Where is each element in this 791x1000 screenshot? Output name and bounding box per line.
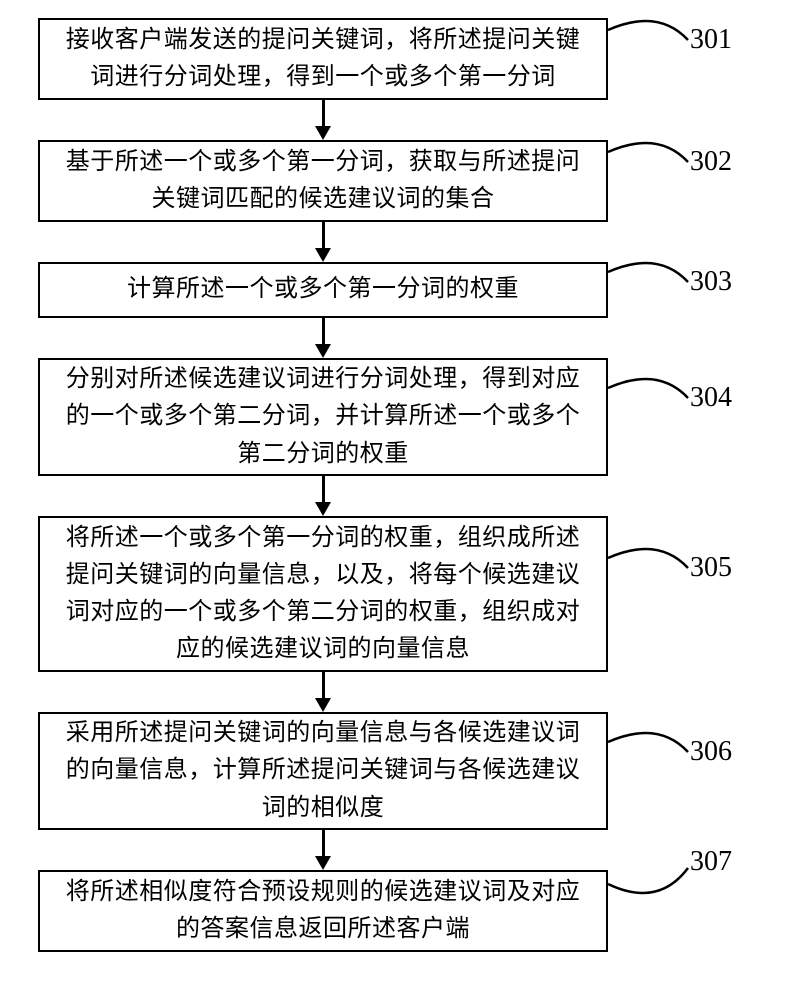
step-304-label: 304 <box>690 382 732 414</box>
step-302-box: 基于所述一个或多个第一分词，获取与所述提问关键词匹配的候选建议词的集合 <box>38 140 608 222</box>
step-304-text: 分别对所述候选建议词进行分词处理，得到对应的一个或多个第二分词，并计算所述一个或… <box>58 361 588 473</box>
step-302-text: 基于所述一个或多个第一分词，获取与所述提问关键词匹配的候选建议词的集合 <box>58 144 588 218</box>
step-301-text: 接收客户端发送的提问关键词，将所述提问关键词进行分词处理，得到一个或多个第一分词 <box>58 22 588 96</box>
step-306-label: 306 <box>690 736 732 768</box>
step-303-text: 计算所述一个或多个第一分词的权重 <box>58 271 588 308</box>
step-302-label: 302 <box>690 146 732 178</box>
arrow-2-3-head <box>315 248 331 262</box>
arrow-3-4-line <box>322 318 325 344</box>
step-303-box: 计算所述一个或多个第一分词的权重 <box>38 262 608 318</box>
step-307-box: 将所述相似度符合预设规则的候选建议词及对应的答案信息返回所述客户端 <box>38 870 608 952</box>
step-305-label: 305 <box>690 552 732 584</box>
step-307-text: 将所述相似度符合预设规则的候选建议词及对应的答案信息返回所述客户端 <box>58 874 588 948</box>
step-306-text: 采用所述提问关键词的向量信息与各候选建议词的向量信息，计算所述提问关键词与各候选… <box>58 715 588 827</box>
arrow-1-2-head <box>315 126 331 140</box>
arrow-6-7-line <box>322 830 325 856</box>
flowchart-canvas: 接收客户端发送的提问关键词，将所述提问关键词进行分词处理，得到一个或多个第一分词… <box>0 0 791 1000</box>
step-303-label: 303 <box>690 266 732 298</box>
arrow-2-3-line <box>322 222 325 248</box>
step-307-label: 307 <box>690 846 732 878</box>
step-305-text: 将所述一个或多个第一分词的权重，组织成所述提问关键词的向量信息，以及，将每个候选… <box>58 520 588 669</box>
step-304-box: 分别对所述候选建议词进行分词处理，得到对应的一个或多个第二分词，并计算所述一个或… <box>38 358 608 476</box>
arrow-5-6-head <box>315 698 331 712</box>
step-305-box: 将所述一个或多个第一分词的权重，组织成所述提问关键词的向量信息，以及，将每个候选… <box>38 516 608 672</box>
arrow-4-5-line <box>322 476 325 502</box>
arrow-3-4-head <box>315 344 331 358</box>
arrow-4-5-head <box>315 502 331 516</box>
arrow-5-6-line <box>322 672 325 698</box>
arrow-6-7-head <box>315 856 331 870</box>
step-301-label: 301 <box>690 24 732 56</box>
step-301-box: 接收客户端发送的提问关键词，将所述提问关键词进行分词处理，得到一个或多个第一分词 <box>38 18 608 100</box>
arrow-1-2-line <box>322 100 325 126</box>
step-306-box: 采用所述提问关键词的向量信息与各候选建议词的向量信息，计算所述提问关键词与各候选… <box>38 712 608 830</box>
